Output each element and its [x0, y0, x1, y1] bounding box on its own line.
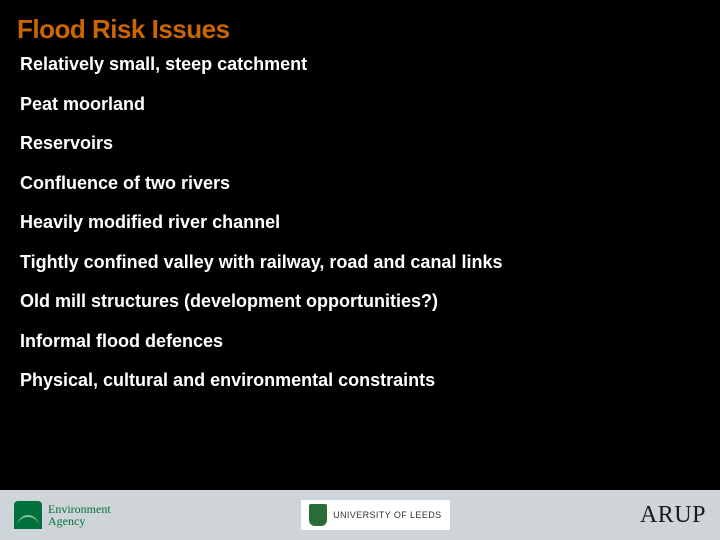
list-item: Confluence of two rivers — [20, 172, 700, 195]
arup-logo: ARUP — [640, 502, 706, 529]
bullet-list: Relatively small, steep catchment Peat m… — [0, 45, 720, 392]
list-item: Tightly confined valley with railway, ro… — [20, 251, 700, 274]
list-item: Reservoirs — [20, 132, 700, 155]
list-item: Peat moorland — [20, 93, 700, 116]
uol-logo-text: UNIVERSITY OF LEEDS — [333, 510, 441, 520]
environment-agency-logo: Environment Agency — [14, 501, 111, 529]
university-of-leeds-logo: UNIVERSITY OF LEEDS — [301, 500, 449, 530]
ea-line2: Agency — [48, 515, 111, 527]
slide-title: Flood Risk Issues — [0, 0, 720, 45]
list-item: Old mill structures (development opportu… — [20, 290, 700, 313]
list-item: Heavily modified river channel — [20, 211, 700, 234]
list-item: Relatively small, steep catchment — [20, 53, 700, 76]
list-item: Physical, cultural and environmental con… — [20, 369, 700, 392]
list-item: Informal flood defences — [20, 330, 700, 353]
footer-bar: Environment Agency UNIVERSITY OF LEEDS A… — [0, 490, 720, 540]
uol-shield-icon — [309, 504, 327, 526]
ea-logo-icon — [14, 501, 42, 529]
ea-logo-text: Environment Agency — [48, 503, 111, 527]
